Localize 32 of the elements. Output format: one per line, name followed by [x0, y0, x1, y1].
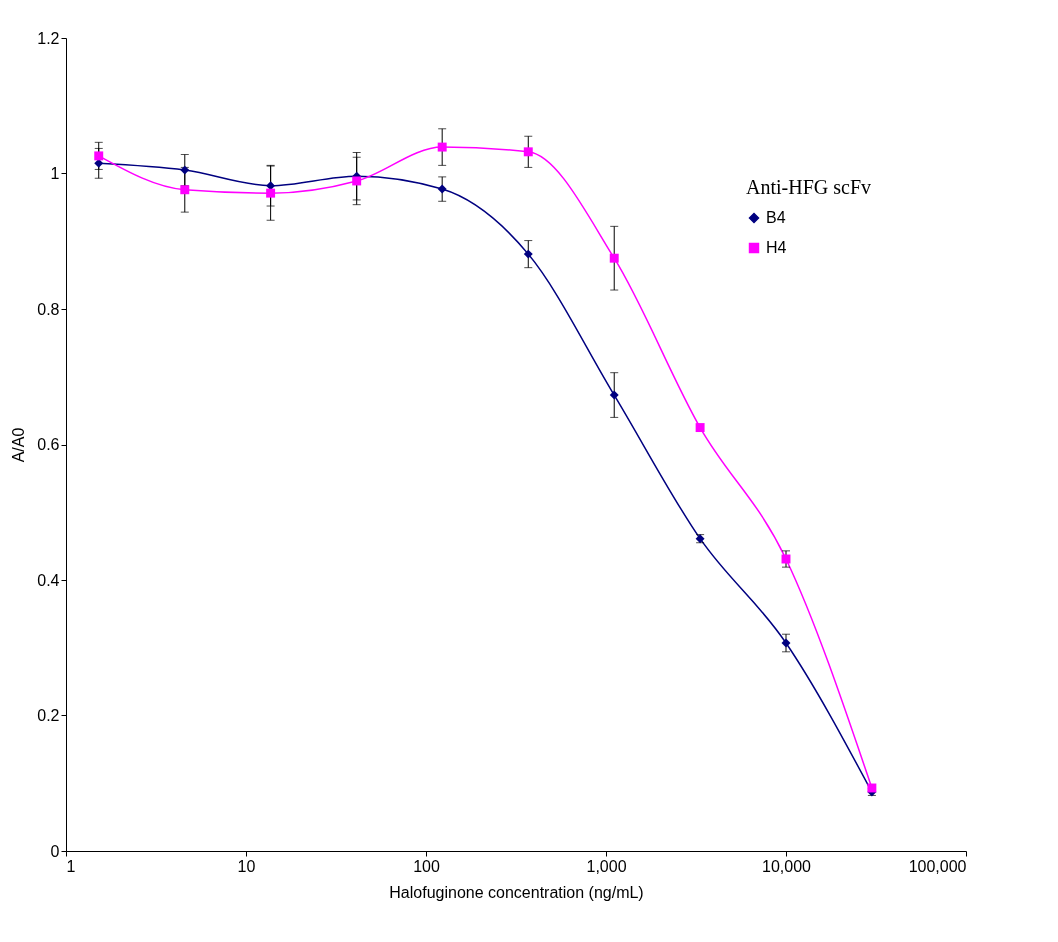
x-tick-label: 1 — [66, 857, 76, 875]
y-tick-label: 1.2 — [37, 29, 60, 47]
point — [180, 185, 190, 195]
legend-label: H4 — [766, 239, 787, 256]
legend-title: Anti-HFG scFv — [746, 176, 872, 198]
legend-label: B4 — [766, 209, 786, 226]
point — [609, 253, 619, 263]
point — [180, 165, 190, 175]
point — [352, 176, 362, 186]
x-tick-label: 100 — [413, 857, 440, 875]
point — [437, 142, 447, 152]
y-tick-label: 0.8 — [37, 300, 60, 318]
y-tick-label: 1 — [50, 165, 60, 182]
y-tick-label: 0 — [50, 842, 60, 860]
point — [695, 423, 705, 433]
point — [781, 638, 791, 648]
y-tick-label: 0.2 — [37, 707, 60, 724]
x-tick-label: 10 — [237, 857, 256, 875]
x-axis-title: Halofuginone concentration (ng/mL) — [389, 883, 644, 901]
point — [609, 390, 619, 400]
point — [523, 147, 533, 157]
y-axis-title: A/A0 — [10, 427, 28, 463]
x-tick-label: 100,000 — [908, 857, 967, 875]
point — [437, 184, 447, 194]
point — [867, 783, 877, 793]
x-tick-label: 10,000 — [762, 857, 812, 875]
point — [266, 188, 276, 198]
x-tick-label: 1,000 — [586, 857, 627, 875]
y-tick-label: 0.4 — [37, 571, 60, 589]
point — [523, 249, 533, 259]
point — [94, 151, 104, 161]
y-tick-label: 0.6 — [37, 436, 60, 453]
